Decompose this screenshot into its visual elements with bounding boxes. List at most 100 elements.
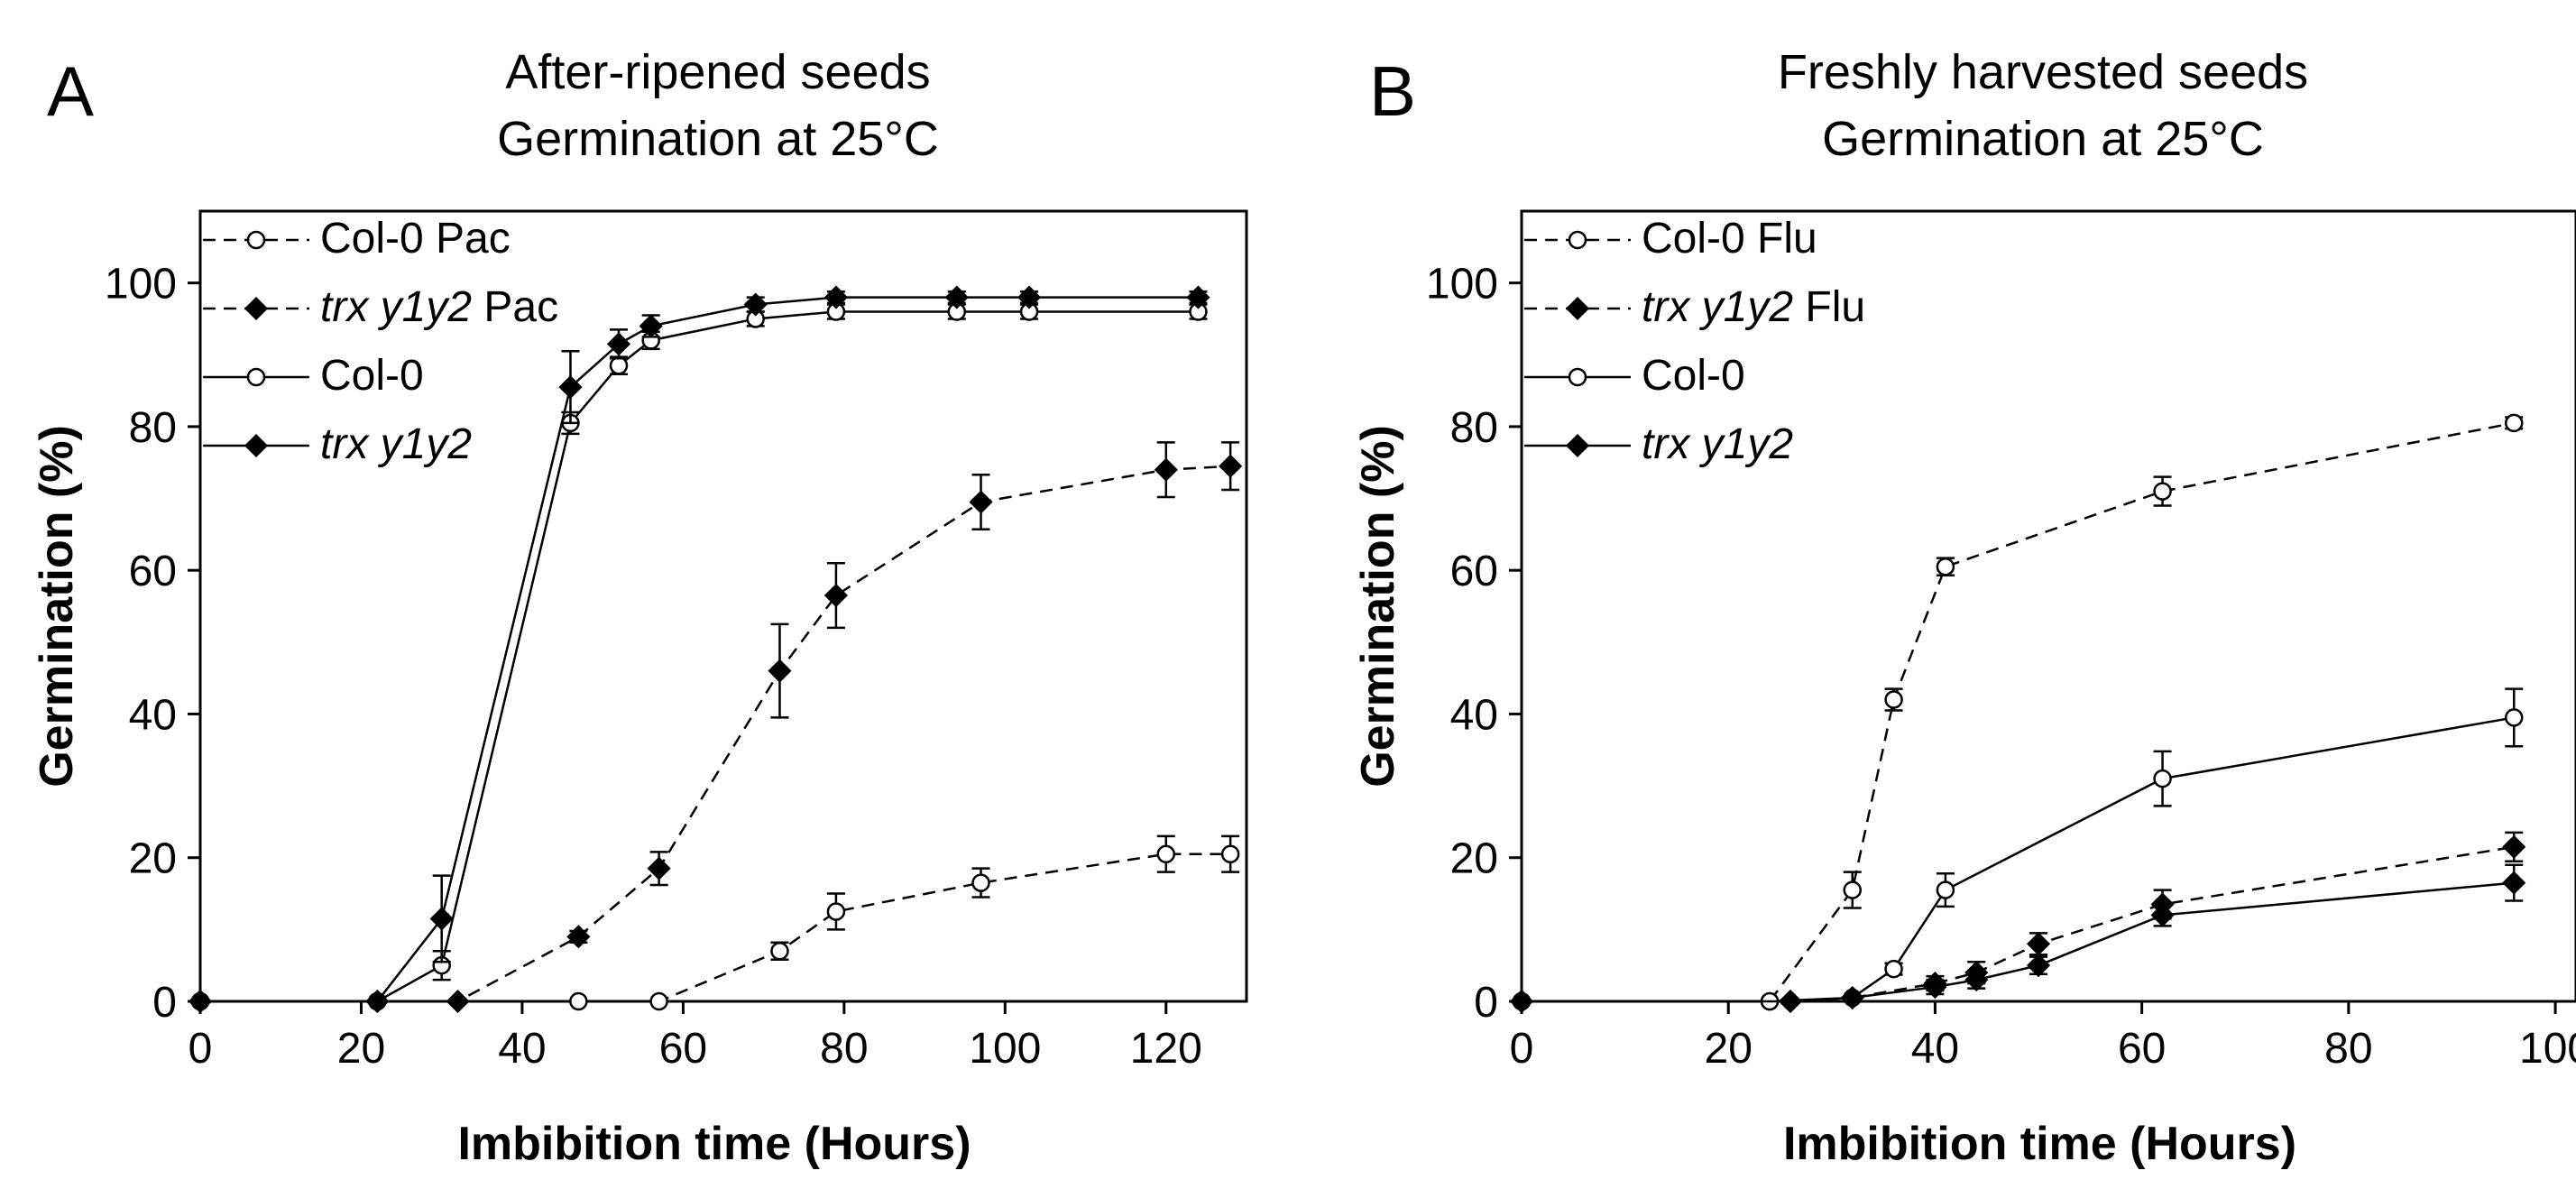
data-point	[2150, 903, 2175, 927]
legend-marker	[244, 296, 269, 321]
data-point	[1923, 975, 1947, 1000]
legend-label-part: trx y1y2	[1642, 283, 1793, 331]
data-point	[429, 907, 454, 931]
x-tick-label: 20	[1705, 1025, 1753, 1073]
data-point	[1186, 285, 1210, 309]
y-tick-label: 80	[129, 404, 177, 452]
series-line	[200, 310, 1199, 1003]
y-tick-label: 60	[1450, 548, 1498, 595]
data-point	[969, 490, 993, 514]
panel-b-group: B Freshly harvested seeds Germination at 2…	[1352, 45, 2576, 1170]
data-point	[1884, 959, 1903, 979]
legend-label: trx y1y2	[1642, 420, 1793, 468]
plot-area	[1520, 209, 2576, 1003]
data-point	[1964, 968, 1989, 992]
series-line	[1522, 421, 2515, 1003]
data-point	[1936, 557, 1955, 576]
x-tick-label: 40	[1911, 1025, 1959, 1073]
legend-marker	[246, 367, 266, 387]
legend-entry: trx y1y2 Flu	[1524, 283, 1865, 331]
y-tick-label: 80	[1450, 404, 1498, 452]
data-point	[1156, 844, 1176, 863]
data-point	[1509, 989, 1534, 1014]
data-point	[188, 989, 213, 1014]
y-tick-label: 20	[1450, 835, 1498, 883]
y-tick-label: 20	[129, 835, 177, 883]
legend-label-part: Col-0 Pac	[320, 215, 511, 263]
data-point	[647, 856, 671, 880]
legend-label-part: Col-0 Flu	[1642, 215, 1817, 263]
panel-letter: B	[1369, 51, 1416, 131]
data-point	[569, 991, 588, 1011]
series-trx-y1y2	[188, 285, 1210, 1014]
y-tick-label: 0	[152, 979, 177, 1027]
data-point	[826, 902, 846, 921]
data-point	[768, 659, 792, 683]
y-tick-label: 60	[129, 548, 177, 595]
legend-entry: Col-0 Flu	[1524, 215, 1817, 263]
legend-marker	[1568, 367, 1587, 387]
legend-entry: Col-0 Pac	[203, 215, 511, 263]
chart-title-line: Freshly harvested seeds	[1778, 45, 2308, 99]
series-line	[200, 296, 1199, 1003]
x-tick-label: 60	[2118, 1025, 2166, 1073]
data-point	[2504, 708, 2524, 727]
y-tick-label: 40	[1450, 691, 1498, 739]
chart-title-line: Germination at 25°C	[497, 112, 939, 166]
legend-label: Col-0 Flu	[1642, 215, 1817, 263]
legend-label-part: Col-0	[320, 352, 424, 400]
legend-label-part: trx y1y2	[320, 420, 472, 468]
panel-a-group: A After-ripened seeds Germination at 25°C 0…	[31, 45, 1248, 1170]
series-line	[1522, 716, 2515, 1003]
data-point	[770, 942, 789, 961]
series-line	[1522, 845, 2515, 1003]
x-tick-label: 0	[189, 1025, 213, 1073]
legend-label-part: Pac	[472, 283, 558, 331]
data-point	[2502, 834, 2526, 859]
panel-letter: A	[47, 51, 94, 131]
data-point	[1220, 844, 1240, 863]
legend-label: trx y1y2	[320, 420, 472, 468]
y-tick-label: 0	[1474, 979, 1498, 1027]
series-line	[1522, 881, 2515, 1003]
x-tick-label: 60	[659, 1025, 707, 1073]
data-point	[2502, 871, 2526, 895]
data-point	[2153, 482, 2172, 501]
data-point	[606, 332, 631, 356]
legend-marker	[1565, 433, 1590, 458]
data-point	[944, 285, 969, 309]
x-tick-label: 20	[337, 1025, 385, 1073]
data-point	[971, 873, 990, 892]
data-point	[1154, 457, 1178, 482]
legend-label-part: trx y1y2	[320, 283, 472, 331]
legend-entry: trx y1y2	[203, 420, 472, 468]
data-point	[609, 355, 629, 375]
data-point	[1840, 985, 1864, 1010]
data-point	[743, 292, 768, 317]
series-trx-y1y2-flu	[1509, 831, 2526, 1014]
y-tick-label: 40	[129, 691, 177, 739]
legend-label: Col-0 Pac	[320, 215, 511, 263]
series-col-0	[1512, 687, 2524, 1011]
data-point	[1017, 285, 1042, 309]
x-tick-label: 80	[2324, 1025, 2372, 1073]
series-col-0-pac	[190, 834, 1240, 1011]
legend-label-part: Col-0	[1642, 352, 1745, 400]
data-point	[823, 583, 848, 608]
x-axis-title: Imbibition time (Hours)	[1783, 1118, 2296, 1170]
legend-entry: Col-0	[1524, 352, 1745, 400]
y-tick-label: 100	[1426, 261, 1498, 309]
x-axis-title: Imbibition time (Hours)	[457, 1118, 971, 1170]
legend-label: Col-0	[1642, 352, 1745, 400]
series-col-0-flu	[1512, 413, 2524, 1011]
data-point	[649, 991, 668, 1011]
x-tick-label: 80	[820, 1025, 868, 1073]
x-tick-label: 120	[1130, 1025, 1202, 1073]
data-point	[365, 989, 390, 1014]
legend-label: trx y1y2 Flu	[1642, 283, 1865, 331]
chart-title-line: Germination at 25°C	[1822, 112, 2264, 166]
data-point	[1843, 880, 1862, 899]
data-point	[1884, 690, 1903, 709]
legend-marker	[246, 230, 266, 250]
